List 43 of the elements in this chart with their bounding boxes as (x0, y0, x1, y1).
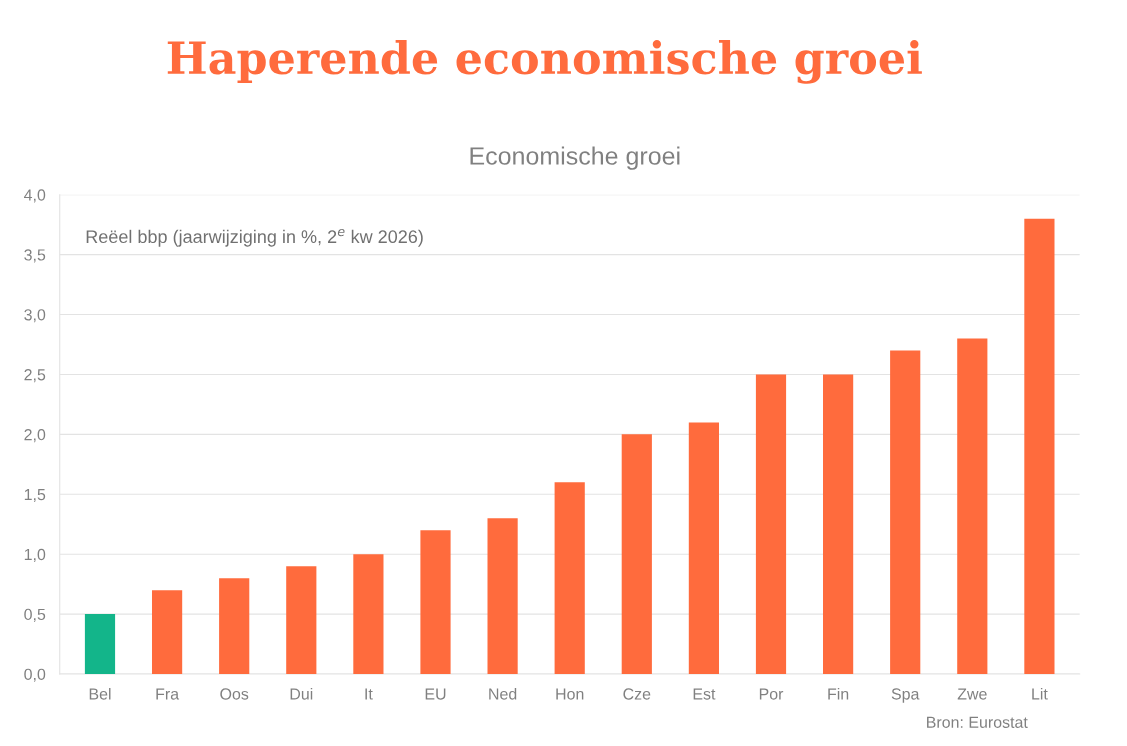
x-tick-label: Cze (623, 688, 651, 700)
bar (755, 374, 787, 675)
bar (554, 482, 585, 675)
chart-subtitle: Economische groei (470, 146, 680, 170)
x-tick-label: Est (693, 688, 716, 700)
bar (621, 434, 652, 675)
x-tick-label: Hon (556, 688, 584, 700)
x-tick-label: Bel (89, 687, 111, 700)
y-tick-label: 4,0 (24, 189, 46, 203)
y-tick-label: 3,5 (24, 249, 46, 263)
bar (219, 578, 250, 675)
bar (84, 614, 116, 675)
y-tick-label: 1,0 (24, 548, 46, 563)
bar (487, 518, 518, 675)
y-tick-label: 2,0 (24, 428, 46, 443)
y-tick-label: 0,0 (24, 668, 46, 682)
x-tick-label: Fin (828, 687, 849, 700)
y-tick-label: 3,0 (24, 309, 46, 323)
x-tick-label: Lit (1032, 687, 1048, 700)
y-tick-label: 2,5 (24, 369, 46, 383)
annotation: Reëel bbp (jaarwijziging in %, 2$^{e}$ kw 2026) (86, 228, 423, 247)
x-tick-label: Oos (220, 688, 249, 700)
x-tick-label: Fra (156, 688, 180, 700)
bar (1024, 218, 1055, 675)
y-tick-label: 1,5 (24, 489, 46, 503)
bar (890, 350, 921, 675)
x-tick-label: Por (759, 688, 784, 700)
y-tick-label: 0,5 (24, 608, 46, 622)
x-tick-label: It (365, 688, 373, 700)
x-tick-label: Dui (290, 687, 313, 700)
bar (286, 566, 317, 675)
bar (823, 374, 854, 675)
bar (688, 422, 719, 675)
x-tick-label: EU (425, 688, 446, 700)
bar (353, 554, 384, 675)
text: Bron: Eurostat (927, 716, 1028, 728)
chart-title: Haperende economische groei (167, 40, 922, 84)
bar (420, 530, 451, 675)
bar (957, 338, 988, 675)
x-tick-label: Ned (489, 687, 517, 700)
bar (151, 590, 183, 675)
x-tick-label: Zwe (957, 688, 987, 700)
x-tick-label: Spa (891, 688, 920, 703)
